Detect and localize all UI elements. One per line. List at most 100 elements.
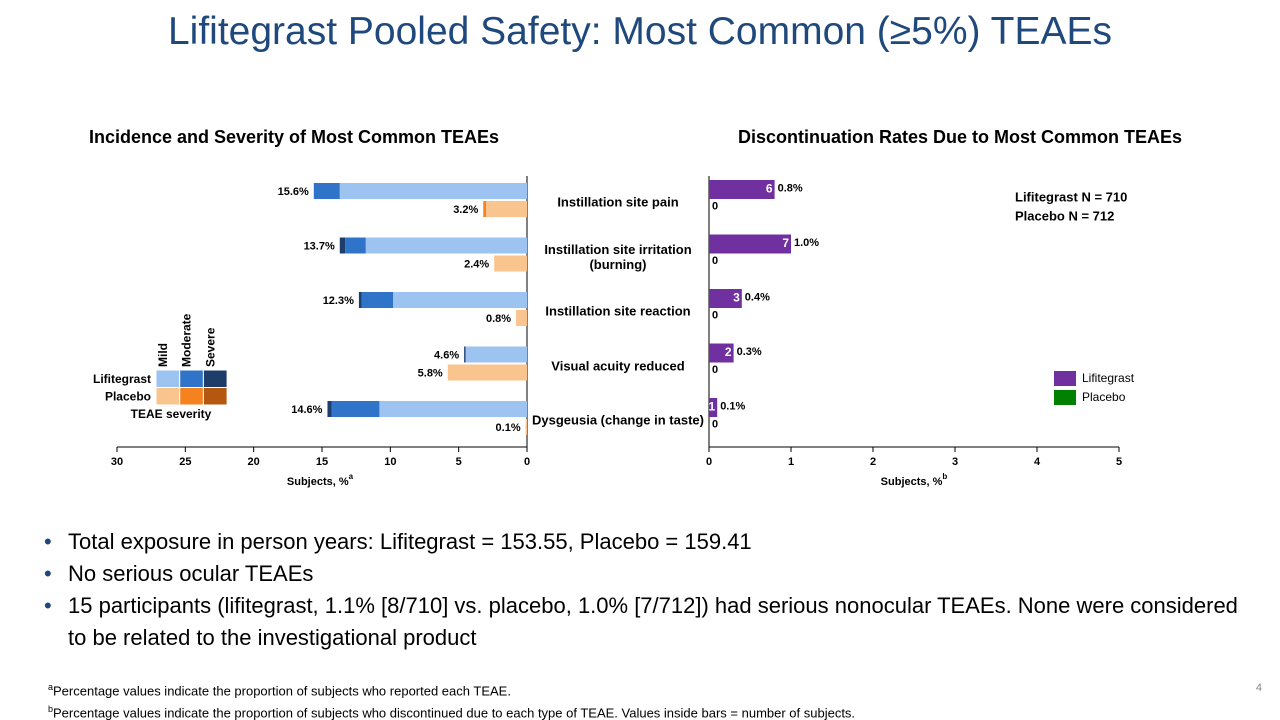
- legend-column-label: Mild: [156, 343, 170, 367]
- category-label: Visual acuity reduced: [551, 358, 685, 373]
- page-number: 4: [1255, 682, 1262, 694]
- x-axis-label: Subjects, %a: [287, 472, 354, 488]
- slide-title: Lifitegrast Pooled Safety: Most Common (…: [167, 10, 1113, 53]
- bar: [709, 289, 742, 308]
- chart-title: Discontinuation Rates Due to Most Common…: [738, 127, 1182, 147]
- value-label: 0: [712, 255, 718, 267]
- legend-swatch: [179, 369, 204, 388]
- total-label: 5.8%: [418, 367, 443, 379]
- bullet: 15 participants (lifitegrast, 1.1% [8/71…: [44, 590, 1254, 654]
- bar-segment: [365, 237, 527, 254]
- x-axis-label-sup: a: [349, 472, 354, 481]
- value-label: 0: [712, 200, 718, 212]
- legend-swatch: [179, 387, 204, 406]
- x-tick-label: 15: [316, 456, 328, 468]
- category-label: Dysgeusia (change in taste): [532, 412, 704, 428]
- legend-swatch: [155, 387, 181, 406]
- x-tick-label: 3: [952, 456, 958, 468]
- bullet: Total exposure in person years: Lifitegr…: [44, 526, 1254, 558]
- count-label: 7: [782, 236, 789, 250]
- bullet: No serious ocular TEAEs: [44, 558, 1254, 590]
- legend-swatch: [202, 387, 228, 406]
- category-label: Instillation site pain: [557, 194, 679, 210]
- footnote-text: Percentage values indicate the proportio…: [53, 683, 511, 699]
- footnote-mark: a: [48, 682, 54, 692]
- count-label: 3: [733, 291, 740, 305]
- annotation: Placebo N = 712: [1015, 208, 1114, 223]
- category-label: Instillation site irritation (burning): [544, 241, 692, 272]
- footnotes: aPercentage values indicate the proporti…: [48, 678, 855, 720]
- legend-label: Placebo: [1082, 390, 1126, 404]
- x-tick-label: 4: [1034, 456, 1041, 468]
- value-label: 0.4%: [745, 291, 770, 303]
- count-label: 2: [725, 345, 732, 359]
- bar-segment: [494, 255, 527, 272]
- legend-column-label: Severe: [203, 327, 217, 367]
- total-label: 2.4%: [464, 258, 489, 270]
- count-label: 1: [709, 400, 716, 414]
- x-tick-label: 0: [706, 456, 712, 468]
- bar-segment: [361, 292, 394, 308]
- bar-segment: [327, 401, 332, 417]
- bar-segment: [516, 310, 527, 326]
- footnote-mark: b: [48, 704, 54, 715]
- legend-title: TEAE severity: [131, 407, 212, 421]
- total-label: 3.2%: [453, 204, 478, 216]
- bar-segment: [313, 183, 340, 199]
- x-axis-label-text: Subjects, %: [881, 476, 943, 488]
- bar-segment: [339, 237, 346, 254]
- annotation: Lifitegrast N = 710: [1015, 189, 1127, 204]
- total-label: 0.1%: [496, 422, 521, 434]
- x-tick-label: 10: [384, 456, 396, 468]
- value-label: 0.1%: [720, 400, 745, 412]
- value-label: 0: [712, 364, 718, 376]
- legend-row-label: Lifitegrast: [93, 372, 151, 386]
- bar-segment: [393, 292, 527, 308]
- bar-segment: [486, 201, 527, 217]
- total-label: 12.3%: [323, 295, 354, 307]
- bullet-list: Total exposure in person years: Lifitegr…: [44, 526, 1254, 654]
- total-label: 4.6%: [434, 349, 459, 361]
- bar-segment: [447, 364, 527, 381]
- bar-segment: [345, 237, 366, 254]
- bar-segment: [483, 201, 486, 217]
- footnote-text: Percentage values indicate the proportio…: [53, 705, 856, 720]
- bar: [709, 234, 791, 254]
- total-label: 14.6%: [291, 404, 322, 416]
- value-label: 1.0%: [794, 237, 819, 249]
- x-tick-label: 5: [456, 456, 462, 468]
- legend-swatch: [202, 369, 228, 388]
- count-label: 6: [766, 182, 773, 196]
- bar: [709, 180, 775, 199]
- value-label: 0.3%: [737, 346, 762, 358]
- x-tick-label: 5: [1116, 456, 1122, 468]
- bar: [709, 398, 718, 417]
- bar-segment: [379, 401, 527, 417]
- footnote: aPercentage values indicate the proporti…: [48, 678, 855, 700]
- total-label: 15.6%: [278, 186, 309, 198]
- legend-column-label: Moderate: [180, 313, 194, 367]
- bar-segment: [358, 292, 362, 308]
- bar-segment: [464, 346, 466, 363]
- bar: [709, 343, 734, 363]
- value-label: 0.8%: [778, 182, 803, 194]
- x-tick-label: 1: [788, 456, 794, 468]
- x-tick-label: 0: [524, 456, 530, 468]
- x-tick-label: 25: [179, 456, 191, 468]
- bar-segment: [525, 419, 527, 435]
- legend-swatch: [1054, 390, 1076, 405]
- legend-label: Lifitegrast: [1082, 371, 1135, 385]
- chart-title: Incidence and Severity of Most Common TE…: [89, 127, 499, 147]
- x-axis-label: Subjects, %b: [881, 472, 948, 488]
- bar-segment: [465, 346, 527, 363]
- x-axis-label-sup: b: [942, 472, 947, 481]
- value-label: 0: [712, 418, 718, 430]
- x-tick-label: 20: [248, 456, 260, 468]
- bar-segment: [331, 401, 380, 417]
- footnote: bPercentage values indicate the proporti…: [48, 700, 855, 720]
- total-label: 13.7%: [304, 240, 335, 252]
- total-label: 0.8%: [486, 313, 511, 325]
- category-label: Instillation site reaction: [545, 303, 691, 319]
